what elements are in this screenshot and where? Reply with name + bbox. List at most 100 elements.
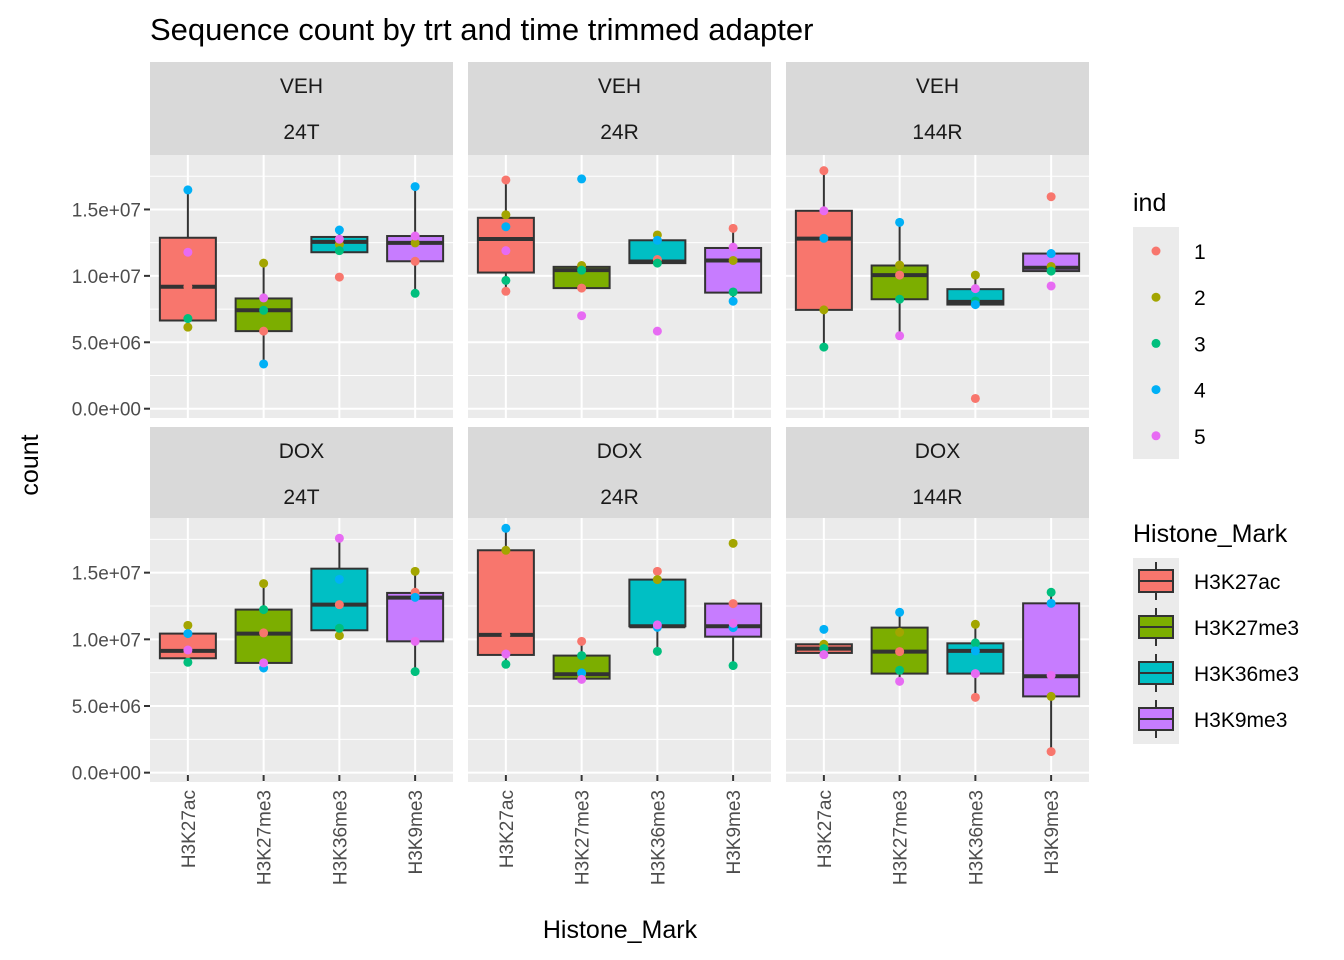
box-iqr (1022, 602, 1081, 698)
y-tick-label: 1.5e+07 (72, 200, 141, 221)
data-point-ind-1 (819, 166, 829, 176)
legend-ind-label: 2 (1194, 287, 1206, 310)
box-iqr (704, 246, 763, 294)
data-point-ind-2 (501, 545, 511, 555)
data-point-ind-2 (895, 260, 905, 270)
box-iqr (234, 297, 293, 333)
data-point-ind-1 (334, 600, 344, 610)
data-point-ind-5 (410, 636, 420, 646)
data-point-ind-3 (334, 246, 344, 256)
data-point-ind-4 (501, 222, 511, 232)
data-point-ind-5 (410, 231, 420, 241)
data-point-ind-2 (410, 238, 420, 248)
data-point-ind-4 (183, 185, 193, 195)
data-point-ind-5 (652, 620, 662, 630)
data-point-ind-5 (970, 284, 980, 294)
data-point-ind-3 (970, 638, 980, 648)
legend-ind-title: ind (1133, 189, 1166, 217)
strip-label-trt: DOX (915, 440, 961, 463)
y-tick-label: 1.5e+07 (72, 564, 141, 585)
data-point-ind-2 (728, 255, 738, 265)
facet-strip (786, 427, 1089, 518)
data-point-ind-5 (334, 234, 344, 244)
box-h3k9me3 (1022, 592, 1081, 752)
y-tick-label: 0.0e+00 (72, 400, 141, 421)
data-point-ind-5 (259, 658, 269, 668)
facet-panel-veh-144r: VEH 144R (786, 62, 1089, 418)
strip-label-trt: VEH (598, 75, 641, 98)
strip-label-time: 24R (600, 121, 639, 144)
x-axes: H3K27ac H3K27me3 H3K36me3 H3K9me3 H3K27ac H3K… (179, 775, 1063, 885)
data-point-ind-3 (183, 314, 193, 324)
legend-histone-label: H3K9me3 (1194, 709, 1287, 732)
legend-ind-label: 5 (1194, 426, 1206, 449)
data-point-ind-5 (1046, 670, 1056, 680)
data-point-ind-5 (183, 247, 193, 257)
data-point-ind-3 (895, 294, 905, 304)
legend-histone-label: H3K27ac (1194, 571, 1280, 594)
data-point-ind-2 (183, 620, 193, 630)
data-point-ind-3 (577, 265, 587, 275)
legend-ind-key-5 (1151, 431, 1161, 441)
data-point-ind-1 (501, 286, 511, 296)
facet-panel-dox-24t: DOX 24T (150, 427, 453, 782)
data-point-ind-3 (728, 287, 738, 297)
data-point-ind-5 (728, 242, 738, 252)
data-point-ind-4 (410, 592, 420, 602)
data-point-ind-5 (819, 650, 829, 660)
data-point-ind-2 (183, 322, 193, 332)
data-point-ind-3 (652, 258, 662, 268)
data-point-ind-4 (652, 235, 662, 245)
data-point-ind-1 (501, 630, 511, 640)
data-point-ind-5 (970, 669, 980, 679)
data-point-ind-4 (1046, 598, 1056, 608)
data-point-ind-2 (895, 627, 905, 637)
data-point-ind-5 (334, 533, 344, 543)
data-point-ind-3 (410, 288, 420, 298)
data-point-ind-4 (819, 233, 829, 243)
legend-ind-label: 3 (1194, 333, 1206, 356)
x-tick-label: H3K9me3 (406, 790, 427, 875)
chart-title: Sequence count by trt and time trimmed a… (150, 12, 813, 47)
legend-ind-key-2 (1151, 292, 1161, 302)
data-point-ind-3 (259, 605, 269, 615)
facet-strip (786, 62, 1089, 155)
strip-label-time: 24T (283, 121, 319, 144)
data-point-ind-5 (819, 206, 829, 216)
data-point-ind-5 (895, 676, 905, 686)
legend-histone-mark-title: Histone_Mark (1133, 520, 1288, 548)
x-tick-label: H3K27me3 (255, 790, 276, 885)
data-point-ind-2 (259, 579, 269, 589)
data-point-ind-3 (1046, 587, 1056, 597)
y-tick-label: 0.0e+00 (72, 764, 141, 785)
facet-panel-dox-24r: DOX 24R (468, 427, 771, 782)
data-point-ind-1 (410, 256, 420, 266)
strip-label-trt: VEH (916, 75, 959, 98)
data-point-ind-4 (259, 359, 269, 369)
strip-label-time: 24T (283, 486, 319, 509)
legend-histone-key-h3k27ac (1138, 562, 1174, 600)
facet-panel-dox-144r: DOX 144R (786, 427, 1089, 782)
box-iqr (794, 209, 853, 311)
data-point-ind-2 (819, 305, 829, 315)
facet-panel-veh-24t: VEH 24T (150, 62, 453, 418)
data-point-ind-5 (501, 649, 511, 659)
data-point-ind-3 (259, 305, 269, 315)
legend-histone-key-h3k27me3 (1138, 608, 1174, 646)
data-point-ind-1 (728, 223, 738, 233)
data-point-ind-1 (1046, 192, 1056, 202)
data-point-ind-5 (728, 618, 738, 628)
legend-ind: ind 1 2 3 4 5 (1133, 189, 1206, 459)
data-point-ind-4 (334, 225, 344, 235)
data-point-ind-1 (183, 282, 193, 292)
data-point-ind-3 (334, 623, 344, 633)
x-tick-label: H3K27ac (497, 790, 518, 868)
legend-histone-mark: Histone_Mark H3K27ac H3K27me3 H3K36me3 H3K9… (1133, 520, 1299, 744)
data-point-ind-4 (577, 668, 587, 678)
legend-ind-key-3 (1151, 338, 1161, 348)
data-point-ind-1 (895, 270, 905, 280)
data-point-ind-4 (410, 182, 420, 192)
data-point-ind-2 (652, 575, 662, 585)
data-point-ind-1 (259, 326, 269, 336)
data-point-ind-3 (819, 342, 829, 352)
